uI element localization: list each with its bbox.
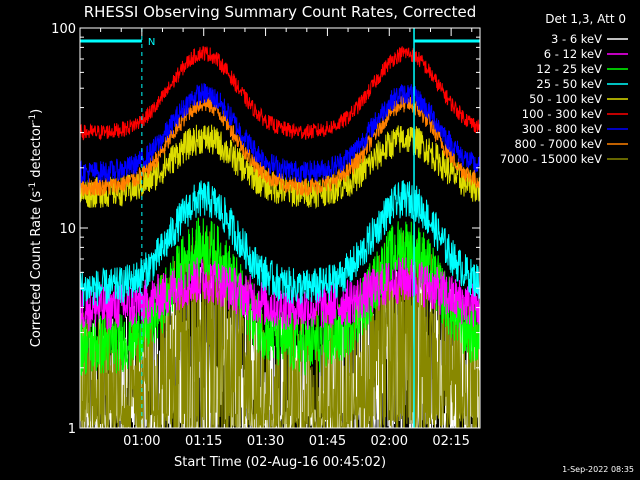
legend-label: 6 - 12 keV bbox=[544, 47, 602, 61]
timestamp: 1-Sep-2022 08:35 bbox=[562, 465, 634, 474]
legend-header: Det 1,3, Att 0 bbox=[545, 12, 626, 26]
x-tick-label: 01:00 bbox=[123, 434, 160, 449]
y-tick-label: 1 bbox=[68, 422, 76, 437]
legend-label: 50 - 100 keV bbox=[529, 92, 602, 106]
x-axis-label: Start Time (02-Aug-16 00:45:02) bbox=[174, 455, 386, 470]
x-tick-label: 01:15 bbox=[185, 434, 222, 449]
x-tick-label: 01:45 bbox=[309, 434, 346, 449]
legend-label: 7000 - 15000 keV bbox=[500, 152, 602, 166]
legend-label: 300 - 800 keV bbox=[522, 122, 602, 136]
chart-title: RHESSI Observing Summary Count Rates, Co… bbox=[84, 3, 477, 21]
x-tick-label: 02:00 bbox=[371, 434, 408, 449]
y-axis-label: Corrected Count Rate (s-1 detector-1) bbox=[28, 109, 44, 347]
legend-label: 800 - 7000 keV bbox=[514, 137, 602, 151]
legend-label: 25 - 50 keV bbox=[536, 77, 602, 91]
legend-label: 3 - 6 keV bbox=[551, 32, 602, 46]
y-tick-label: 10 bbox=[59, 222, 76, 237]
legend-label: 100 - 300 keV bbox=[522, 107, 602, 121]
axes: 01:00 01:15 01:30 01:45 02:00 02:15 1 10 100 bbox=[51, 22, 480, 449]
x-tick-label: 02:15 bbox=[432, 434, 469, 449]
x-tick-label: 01:30 bbox=[247, 434, 284, 449]
legend-label: 12 - 25 keV bbox=[536, 62, 602, 76]
night-markers: N bbox=[80, 28, 480, 428]
y-tick-label: 100 bbox=[51, 22, 76, 37]
night-label: N bbox=[148, 37, 155, 48]
